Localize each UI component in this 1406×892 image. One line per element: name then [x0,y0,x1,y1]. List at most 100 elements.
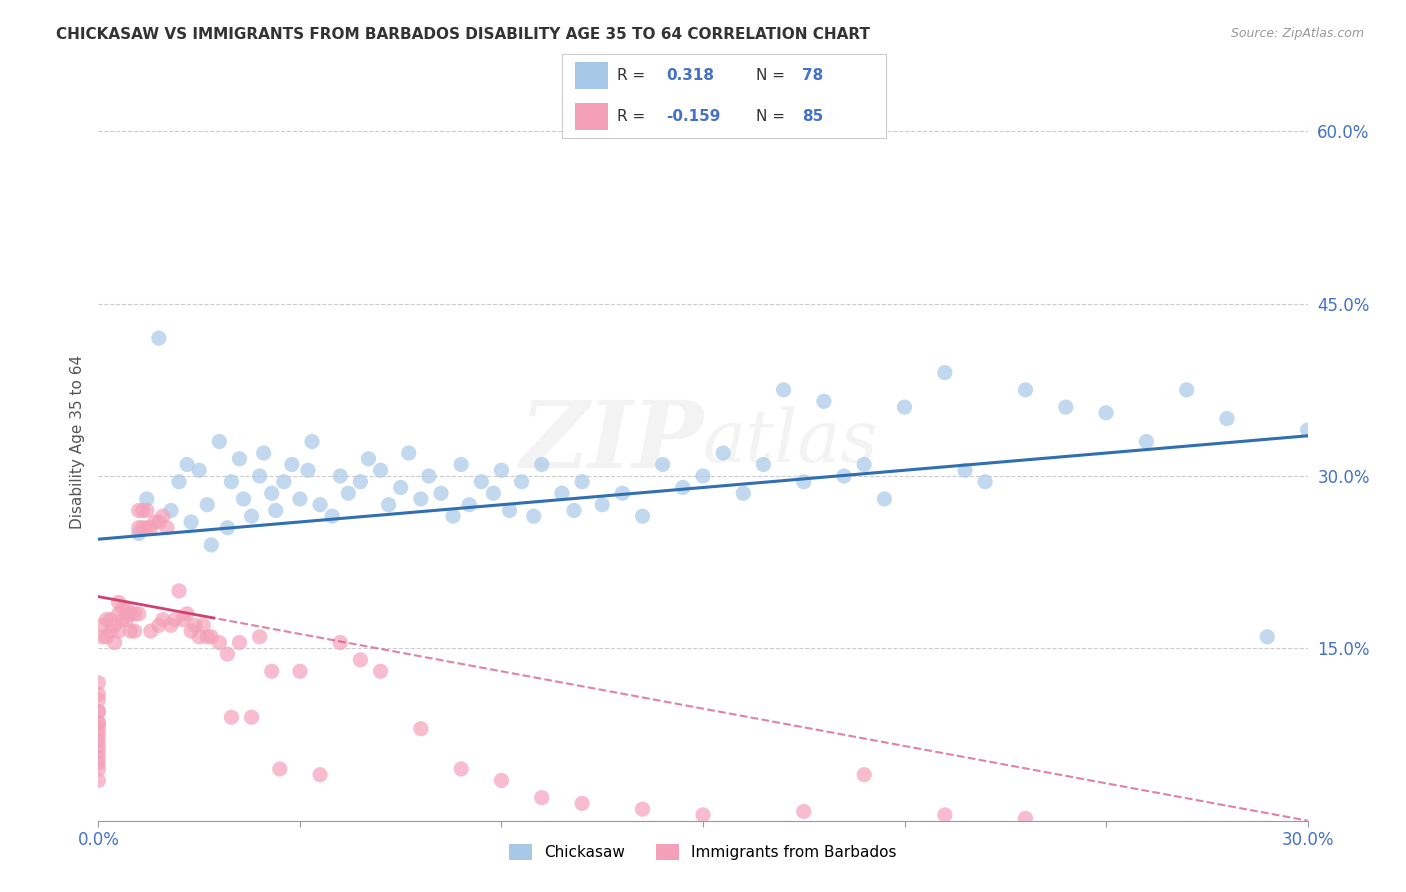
Point [180,624,202,639]
Point [87,693,110,707]
Point [124,607,146,621]
Point [321,509,343,524]
Point [163,613,186,627]
Point [176,607,198,621]
Point [269,762,291,776]
Point [111,613,134,627]
Point [752,458,775,472]
Point [832,469,855,483]
Point [934,366,956,380]
Point [135,491,157,506]
Point [571,475,593,489]
Point [148,515,170,529]
Text: atlas: atlas [703,406,879,477]
Point [1054,400,1077,414]
Point [612,486,634,500]
Point [631,509,654,524]
Point [1296,423,1319,437]
Point [228,635,250,649]
Point [148,618,170,632]
Point [221,710,243,724]
Point [458,498,481,512]
Point [264,503,287,517]
Text: Source: ZipAtlas.com: Source: ZipAtlas.com [1230,27,1364,40]
Point [370,665,392,679]
Point [91,618,114,632]
Point [188,630,211,644]
Point [120,624,142,639]
Point [934,808,956,822]
Point [87,733,110,747]
Text: R =: R = [617,109,645,124]
Point [288,491,311,506]
Point [107,595,129,609]
Point [1216,411,1239,425]
Point [87,716,110,731]
Point [853,767,876,781]
Point [87,705,110,719]
Point [87,687,110,701]
FancyBboxPatch shape [575,62,607,89]
Point [772,383,794,397]
Point [733,486,755,500]
Point [377,498,399,512]
Point [260,665,283,679]
Point [1014,383,1036,397]
Point [253,446,276,460]
Point [232,491,254,506]
Point [100,613,122,627]
Point [591,498,613,512]
Point [692,808,714,822]
Point [873,491,896,506]
Point [91,630,114,644]
Point [120,607,142,621]
Point [711,446,734,460]
Point [135,521,157,535]
Text: 0.318: 0.318 [666,68,714,83]
Point [793,805,815,819]
Point [128,503,150,517]
Point [672,481,695,495]
Point [240,710,263,724]
Point [87,675,110,690]
Point [1256,630,1278,644]
Point [148,331,170,345]
Point [132,521,155,535]
Point [103,618,125,632]
Legend: Chickasaw, Immigrants from Barbados: Chickasaw, Immigrants from Barbados [503,838,903,866]
Point [193,618,215,632]
Point [195,498,218,512]
Point [398,446,420,460]
Point [87,716,110,731]
Point [329,469,352,483]
Point [523,509,546,524]
Point [551,486,574,500]
Point [167,583,190,598]
Point [128,526,150,541]
Point [221,475,243,489]
Point [370,463,392,477]
Point [1175,383,1198,397]
Point [96,613,118,627]
Point [132,503,155,517]
Point [498,503,520,517]
Point [87,762,110,776]
Point [281,458,304,472]
Point [200,538,222,552]
Point [160,618,183,632]
Point [450,762,472,776]
Point [482,486,505,500]
Point [273,475,295,489]
Point [208,434,231,449]
Point [793,475,815,489]
Point [176,458,198,472]
Point [87,722,110,736]
Point [208,635,231,649]
Point [1135,434,1157,449]
Point [357,451,380,466]
Point [329,635,352,649]
Point [87,773,110,788]
Point [115,601,138,615]
Point [430,486,453,500]
Point [139,624,162,639]
